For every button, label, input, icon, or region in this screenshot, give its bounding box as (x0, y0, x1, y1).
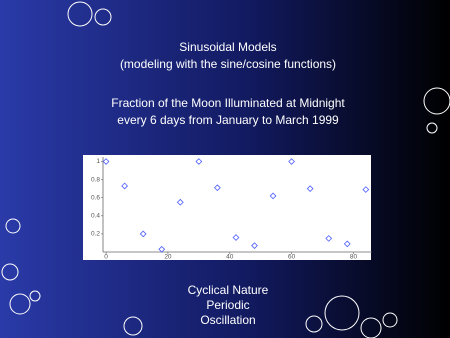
point (306, 185, 314, 193)
y-tick-label: 0.4 (91, 213, 100, 220)
slide-heading: Sinusoidal Models (179, 40, 276, 54)
chart-title: Fraction of the Moon Illuminated at Midn… (111, 96, 345, 110)
point (269, 192, 277, 200)
point (288, 158, 295, 165)
bullet: Periodic (206, 298, 249, 312)
x-tick-label: 60 (288, 254, 296, 261)
bullet: Oscillation (200, 313, 255, 327)
x-tick-label: 0 (104, 254, 108, 261)
point (121, 182, 129, 190)
y-tick-label: 0.2 (91, 231, 100, 238)
point (139, 230, 147, 238)
point (343, 240, 351, 248)
point (176, 198, 184, 206)
x-tick-label: 80 (350, 254, 358, 261)
point (362, 186, 370, 193)
x-tick-label: 20 (164, 254, 172, 261)
point (251, 242, 258, 250)
x-tick-label: 40 (226, 254, 234, 261)
point (102, 158, 110, 165)
y-tick-label: 1 (96, 158, 100, 165)
chart-area (83, 155, 371, 260)
slide-subheading: (modeling with the sine/cosine functions… (120, 57, 336, 71)
point (325, 235, 333, 242)
point (195, 158, 203, 165)
chart-subtitle: every 6 days from January to March 1999 (117, 113, 339, 127)
point (158, 245, 166, 253)
y-tick-label: 0.8 (91, 176, 100, 183)
bullet: Cyclical Nature (188, 283, 269, 297)
y-tick-label: 0.6 (91, 194, 100, 201)
point (232, 234, 240, 241)
point (214, 184, 221, 192)
